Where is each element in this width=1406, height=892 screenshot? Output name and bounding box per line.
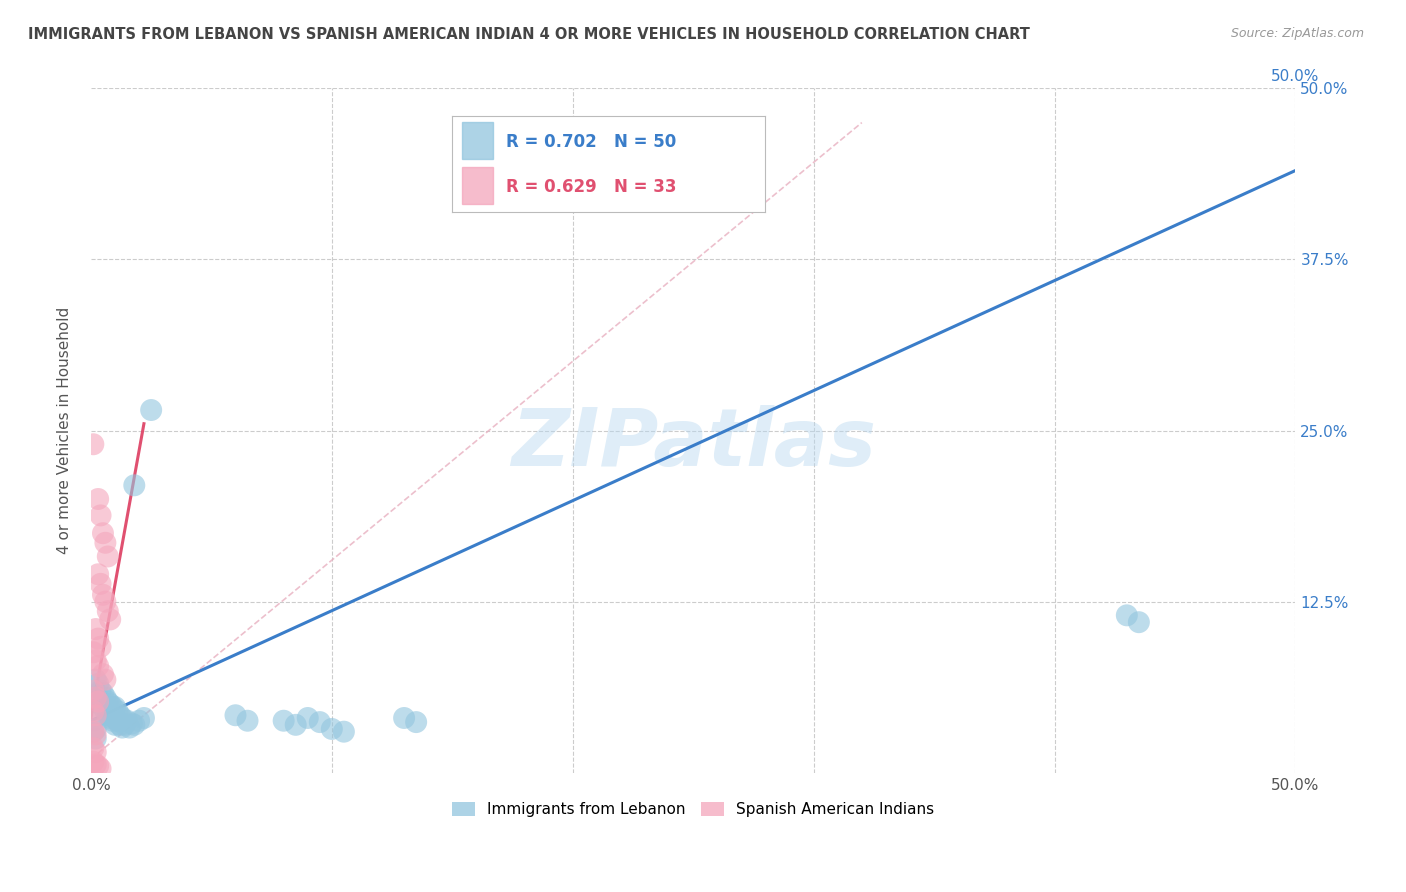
Point: [273, 714, 295, 728]
Point: [224, 708, 246, 723]
Point: [97, 708, 120, 723]
Point: [141, 403, 163, 417]
Text: ZIPatlas: ZIPatlas: [510, 405, 876, 483]
Text: Source: ZipAtlas.com: Source: ZipAtlas.com: [1230, 27, 1364, 40]
Point: [84, 708, 107, 723]
Point: [84, 745, 107, 759]
Point: [104, 711, 127, 725]
Point: [82, 724, 104, 739]
Point: [132, 711, 155, 725]
Legend: Immigrants from Lebanon, Spanish American Indians: Immigrants from Lebanon, Spanish America…: [446, 796, 941, 823]
Point: [121, 716, 143, 731]
Point: [114, 718, 136, 732]
Point: [91, 526, 114, 541]
Point: [82, 724, 104, 739]
Point: [111, 711, 134, 725]
Point: [90, 508, 112, 523]
Point: [90, 683, 112, 698]
Point: [97, 549, 120, 564]
Point: [1128, 615, 1150, 630]
Point: [392, 711, 415, 725]
Point: [87, 677, 110, 691]
Point: [84, 673, 107, 687]
Point: [91, 588, 114, 602]
Point: [107, 714, 129, 728]
Point: [236, 714, 259, 728]
Point: [101, 714, 124, 728]
Point: [94, 594, 117, 608]
Point: [98, 711, 121, 725]
Point: [128, 714, 150, 728]
Point: [82, 683, 104, 698]
Point: [84, 731, 107, 746]
Point: [308, 715, 330, 730]
Point: [124, 718, 146, 732]
Point: [115, 714, 138, 728]
Point: [84, 727, 107, 741]
Text: IMMIGRANTS FROM LEBANON VS SPANISH AMERICAN INDIAN 4 OR MORE VEHICLES IN HOUSEHO: IMMIGRANTS FROM LEBANON VS SPANISH AMERI…: [28, 27, 1031, 42]
Y-axis label: 4 or more Vehicles in Household: 4 or more Vehicles in Household: [58, 307, 72, 554]
Point: [87, 759, 110, 773]
Point: [82, 437, 104, 451]
Point: [82, 741, 104, 756]
Point: [90, 762, 112, 776]
Point: [91, 700, 114, 714]
Point: [91, 686, 114, 700]
Point: [82, 645, 104, 659]
Point: [1115, 608, 1137, 623]
Point: [333, 724, 356, 739]
Point: [90, 577, 112, 591]
Point: [104, 718, 127, 732]
Point: [82, 714, 104, 728]
Point: [90, 695, 112, 709]
Point: [124, 478, 146, 492]
Point: [104, 700, 127, 714]
Point: [98, 698, 121, 712]
Point: [84, 722, 107, 736]
Point: [94, 704, 117, 718]
Point: [87, 659, 110, 673]
Point: [87, 690, 110, 705]
Point: [118, 721, 141, 735]
Point: [82, 704, 104, 718]
Point: [84, 622, 107, 636]
Point: [84, 757, 107, 772]
Point: [84, 690, 107, 705]
Point: [97, 604, 120, 618]
Point: [87, 491, 110, 506]
Point: [297, 711, 319, 725]
Point: [94, 673, 117, 687]
Point: [405, 715, 427, 730]
Point: [98, 612, 121, 626]
Point: [82, 755, 104, 769]
Point: [284, 718, 307, 732]
Point: [87, 632, 110, 646]
Point: [90, 640, 112, 654]
Point: [94, 690, 117, 705]
Point: [107, 704, 129, 718]
Point: [111, 721, 134, 735]
Point: [101, 700, 124, 714]
Point: [94, 536, 117, 550]
Point: [84, 653, 107, 667]
Point: [87, 695, 110, 709]
Point: [321, 722, 343, 736]
Point: [108, 718, 131, 732]
Point: [108, 708, 131, 723]
Point: [91, 667, 114, 681]
Point: [97, 695, 120, 709]
Point: [87, 567, 110, 582]
